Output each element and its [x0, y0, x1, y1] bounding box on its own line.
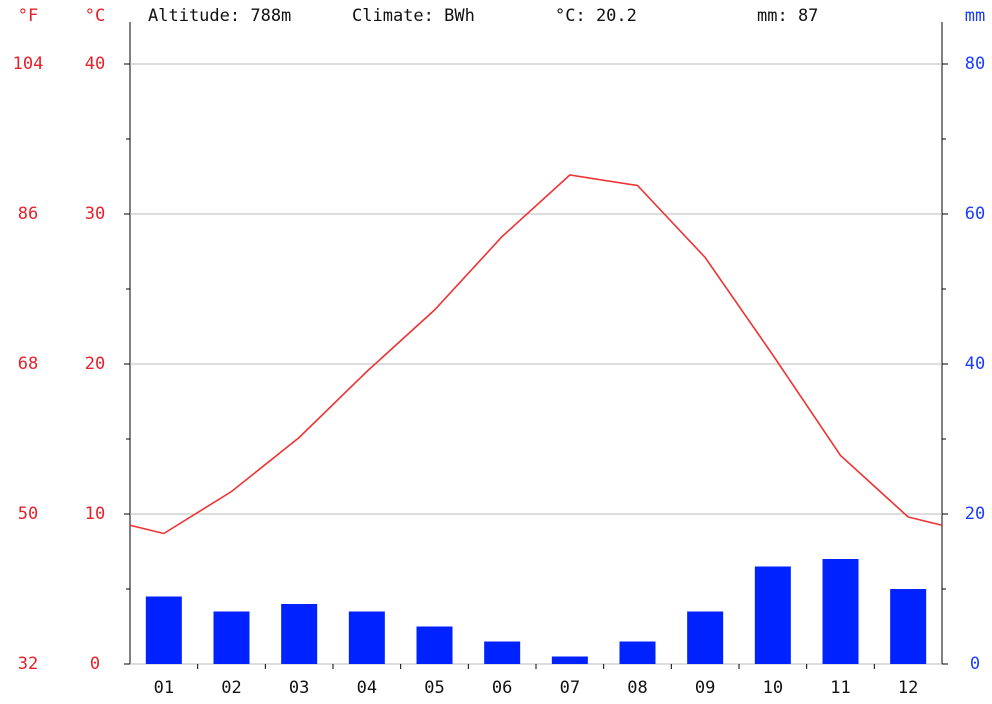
y2-tick-label: 40	[965, 354, 985, 374]
temperature-line-wrap	[907, 516, 943, 527]
x-tick-label: 12	[898, 678, 918, 698]
precip-bar	[484, 641, 521, 664]
y2-tick-label: 60	[965, 204, 985, 224]
y2-tick-label: 80	[965, 54, 985, 74]
axis-title: °C	[85, 6, 105, 26]
y-tick-label: 40	[85, 54, 105, 74]
annotation: °C: 20.2	[555, 6, 637, 26]
yf-tick-label: 32	[18, 654, 38, 674]
precip-bar	[213, 611, 250, 664]
precip-bar	[822, 559, 859, 664]
x-tick-label: 08	[627, 678, 647, 698]
precip-bar	[348, 611, 385, 664]
y2-tick-label: 20	[965, 504, 985, 524]
temperature-line-wrap	[129, 524, 165, 535]
y-tick-label: 10	[85, 504, 105, 524]
precip-bar	[754, 566, 791, 664]
y-tick-label: 20	[85, 354, 105, 374]
x-tick-label: 02	[221, 678, 241, 698]
precip-bar	[281, 604, 318, 664]
x-tick-label: 11	[830, 678, 850, 698]
x-tick-label: 03	[289, 678, 309, 698]
yf-tick-label: 86	[18, 204, 38, 224]
x-tick-label: 10	[763, 678, 783, 698]
axis-title: °F	[18, 6, 38, 26]
x-tick-label: 04	[357, 678, 377, 698]
x-tick-label: 01	[154, 678, 174, 698]
y-tick-label: 30	[85, 204, 105, 224]
x-tick-label: 05	[424, 678, 444, 698]
x-tick-label: 09	[695, 678, 715, 698]
temperature-line	[163, 174, 909, 535]
precip-bar	[890, 589, 927, 664]
annotation: mm: 87	[757, 6, 818, 26]
yf-tick-label: 50	[18, 504, 38, 524]
precip-bar	[551, 656, 588, 664]
y-tick-label: 0	[90, 654, 100, 674]
precip-bar	[619, 641, 656, 664]
annotation: Climate: BWh	[352, 6, 475, 26]
axis-title: mm	[965, 6, 985, 26]
yf-tick-label: 68	[18, 354, 38, 374]
precip-bar	[687, 611, 724, 664]
x-tick-label: 07	[560, 678, 580, 698]
precip-bar	[145, 596, 182, 664]
precip-bar	[416, 626, 453, 664]
x-tick-label: 06	[492, 678, 512, 698]
y2-tick-label: 0	[970, 654, 980, 674]
yf-tick-label: 104	[13, 54, 44, 74]
annotation: Altitude: 788m	[148, 6, 291, 26]
